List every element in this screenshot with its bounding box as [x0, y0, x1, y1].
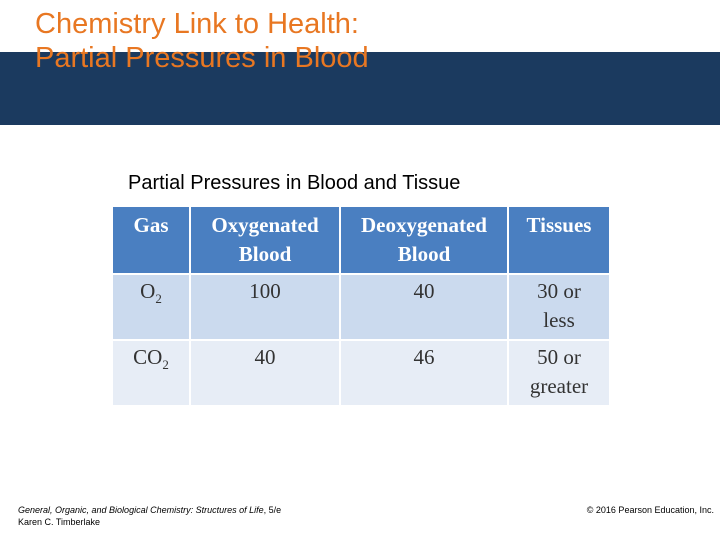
header-oxygenated-line-2: Blood [238, 242, 292, 266]
header-tissues: Tissues [507, 205, 611, 275]
footer-book-title: General, Organic, and Biological Chemist… [18, 505, 264, 515]
partial-pressures-table: Gas Oxygenated Blood Deoxygenated Blood … [111, 205, 611, 407]
footer-citation: General, Organic, and Biological Chemist… [18, 504, 281, 528]
header-oxygenated-line-1: Oxygenated [211, 213, 319, 237]
gas-subscript: 2 [155, 291, 162, 307]
footer-edition: , 5/e [263, 505, 282, 515]
tissues-line-2: less [543, 308, 575, 332]
cell-oxygenated: 100 [189, 273, 341, 341]
tissues-line-1: 50 or [537, 345, 581, 369]
header-deoxygenated-line-1: Deoxygenated [361, 213, 487, 237]
cell-gas: CO2 [111, 339, 191, 407]
footer-author: Karen C. Timberlake [18, 517, 101, 527]
cell-deoxygenated: 40 [339, 273, 509, 341]
header-gas: Gas [111, 205, 191, 275]
footer-copyright: © 2016 Pearson Education, Inc. [586, 505, 714, 515]
header-deoxygenated-line-2: Blood [397, 242, 451, 266]
header-tissues-line-1: Tissues [526, 213, 592, 237]
gas-subscript: 2 [162, 357, 169, 373]
header-band [0, 52, 720, 125]
header-deoxygenated-blood: Deoxygenated Blood [339, 205, 509, 275]
slide-title-line-2: Partial Pressures in Blood [35, 42, 369, 74]
header-oxygenated-blood: Oxygenated Blood [189, 205, 341, 275]
cell-oxygenated: 40 [189, 339, 341, 407]
table-header-row: Gas Oxygenated Blood Deoxygenated Blood … [111, 205, 611, 275]
slide-title: Chemistry Link to Health: Partial Pressu… [35, 7, 369, 75]
gas-formula: O [140, 279, 156, 303]
cell-tissues: 30 or less [507, 273, 611, 341]
tissues-line-1: 30 or [537, 279, 581, 303]
cell-tissues: 50 or greater [507, 339, 611, 407]
header-gas-line-1: Gas [133, 213, 169, 237]
cell-gas: O2 [111, 273, 191, 341]
gas-formula: CO [133, 345, 163, 369]
table-caption: Partial Pressures in Blood and Tissue [128, 172, 461, 194]
cell-deoxygenated: 46 [339, 339, 509, 407]
table-row-o2: O2 100 40 30 or less [111, 273, 611, 341]
tissues-line-2: greater [529, 374, 589, 398]
table-row-co2: CO2 40 46 50 or greater [111, 339, 611, 407]
slide-title-line-1: Chemistry Link to Health: [35, 8, 359, 40]
